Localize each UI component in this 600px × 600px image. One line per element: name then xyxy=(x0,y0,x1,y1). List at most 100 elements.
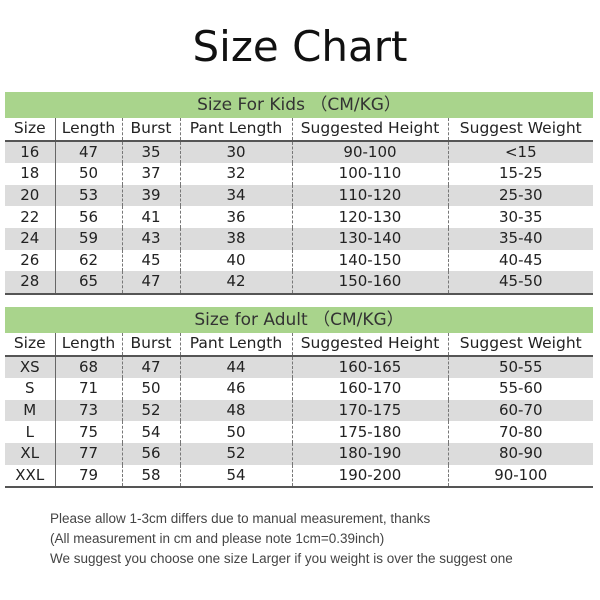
table-cell: 65 xyxy=(55,271,123,295)
adult-table-heading: Size for Adult （CM/KG） xyxy=(5,307,594,333)
table-cell: 50 xyxy=(122,378,181,400)
column-header: Suggested Height xyxy=(292,333,449,357)
table-row: 20 53 39 34 110-120 25-30 xyxy=(5,184,594,207)
table-cell: 39 xyxy=(122,184,181,207)
table-cell: 41 xyxy=(122,206,181,228)
table-cell: 25-30 xyxy=(448,184,594,207)
table-cell: 16 xyxy=(5,140,56,164)
table-cell: <15 xyxy=(448,140,594,164)
table-row: L 75 54 50 175-180 70-80 xyxy=(5,421,593,443)
column-header: Length xyxy=(55,333,123,357)
note-line: (All measurement in cm and please note 1… xyxy=(50,531,385,546)
table-cell: 54 xyxy=(180,464,293,489)
column-header: Burst xyxy=(122,333,181,357)
table-cell: 50 xyxy=(55,163,123,185)
table-cell: 175-180 xyxy=(292,421,449,443)
table-cell: 130-140 xyxy=(292,227,449,250)
table-cell: 34 xyxy=(180,184,293,207)
table-row: 22 56 41 36 120-130 30-35 xyxy=(5,206,593,228)
table-cell: 32 xyxy=(180,163,293,185)
table-cell: 38 xyxy=(180,227,293,250)
column-header: Length xyxy=(55,118,123,142)
table-cell: 100-110 xyxy=(292,163,449,185)
table-cell: 42 xyxy=(180,271,293,295)
table-row: XL 77 56 52 180-190 80-90 xyxy=(5,442,594,465)
table-row: 18 50 37 32 100-110 15-25 xyxy=(5,163,593,185)
column-header: Size xyxy=(5,118,56,142)
kids-table-body: 16 47 35 30 90-100 <15 18 50 37 32 100-110 15-25 20 5… xyxy=(5,140,594,295)
table-cell: 70-80 xyxy=(498,422,543,441)
table-cell: 53 xyxy=(55,184,123,207)
table-row: XS 68 47 44 160-165 50-55 xyxy=(5,355,594,379)
table-cell: 46 xyxy=(180,378,293,400)
column-header: Suggested Height xyxy=(292,118,449,142)
table-cell: 30 xyxy=(180,140,293,164)
table-cell: 52 xyxy=(180,442,293,465)
table-cell: 45-50 xyxy=(448,271,594,295)
table-cell: 47 xyxy=(122,355,181,379)
table-cell: 180-190 xyxy=(292,442,449,465)
table-cell: 90-100 xyxy=(292,140,449,164)
table-row: 24 59 43 38 130-140 35-40 xyxy=(5,227,594,250)
table-cell: 190-200 xyxy=(292,464,449,489)
table-cell: 40 xyxy=(180,249,293,272)
note-line: Please allow 1-3cm differs due to manual… xyxy=(50,511,431,526)
adult-size-table: Size for Adult （CM/KG） Size Length Burst Pa… xyxy=(5,307,594,489)
table-cell: 110-120 xyxy=(292,184,449,207)
table-cell: 18 xyxy=(5,163,56,185)
table-cell: 22 xyxy=(5,206,56,228)
table-cell: 26 xyxy=(5,249,56,272)
table-cell: M xyxy=(5,399,56,422)
table-cell: 68 xyxy=(55,355,123,379)
table-cell: 56 xyxy=(122,442,181,465)
table-cell: 15-25 xyxy=(498,164,543,183)
table-cell: 35-40 xyxy=(448,227,594,250)
page-title: Size Chart xyxy=(192,22,408,71)
table-cell: 150-160 xyxy=(292,271,449,295)
table-cell: 58 xyxy=(122,464,181,489)
table-cell: 28 xyxy=(5,271,56,295)
table-cell: 30-35 xyxy=(498,207,543,226)
column-header: Size xyxy=(5,333,56,357)
table-cell: 140-150 xyxy=(292,249,449,272)
table-row: M 73 52 48 170-175 60-70 xyxy=(5,399,594,422)
column-header: Suggest Weight xyxy=(448,118,594,142)
table-cell: 160-170 xyxy=(292,378,449,400)
table-cell: 52 xyxy=(122,399,181,422)
table-cell: 56 xyxy=(55,206,123,228)
table-cell: 120-130 xyxy=(292,206,449,228)
table-cell: 54 xyxy=(122,421,181,443)
table-cell: 36 xyxy=(180,206,293,228)
table-cell: 50 xyxy=(180,421,293,443)
table-row: 28 65 47 42 150-160 45-50 xyxy=(5,271,594,295)
table-cell: 71 xyxy=(55,378,123,400)
kids-header-row: Size Length Burst Pant Length Suggested Heig… xyxy=(5,118,594,142)
table-cell: XL xyxy=(5,442,56,465)
kids-table-heading: Size For Kids （CM/KG） xyxy=(5,92,594,118)
table-cell: 79 xyxy=(55,464,123,489)
table-row: XXL 79 58 54 190-200 90-100 xyxy=(5,464,594,489)
table-row: 16 47 35 30 90-100 <15 xyxy=(5,140,594,164)
table-cell: 47 xyxy=(122,271,181,295)
table-row: S 71 50 46 160-170 55-60 xyxy=(5,378,593,400)
table-cell: 43 xyxy=(122,227,181,250)
table-cell: 60-70 xyxy=(448,399,594,422)
table-row: 26 62 45 40 140-150 40-45 xyxy=(5,249,593,272)
table-cell: S xyxy=(5,378,56,400)
kids-size-table: Size For Kids （CM/KG） Size Length Burst Pan… xyxy=(5,92,594,295)
table-cell: 24 xyxy=(5,227,56,250)
table-cell: 48 xyxy=(180,399,293,422)
table-cell: 50-55 xyxy=(448,355,594,379)
column-header: Suggest Weight xyxy=(448,333,594,357)
column-header: Pant Length xyxy=(180,118,293,142)
table-cell: 62 xyxy=(55,249,123,272)
column-header: Pant Length xyxy=(180,333,293,357)
table-cell: 37 xyxy=(122,163,181,185)
table-cell: 55-60 xyxy=(498,379,543,398)
adult-table-body: XS 68 47 44 160-165 50-55 S 71 50 46 160-170 55-60 M… xyxy=(5,355,594,489)
table-cell: 44 xyxy=(180,355,293,379)
table-cell: 90-100 xyxy=(448,464,594,489)
table-cell: 40-45 xyxy=(498,250,543,269)
table-cell: 35 xyxy=(122,140,181,164)
table-cell: 59 xyxy=(55,227,123,250)
